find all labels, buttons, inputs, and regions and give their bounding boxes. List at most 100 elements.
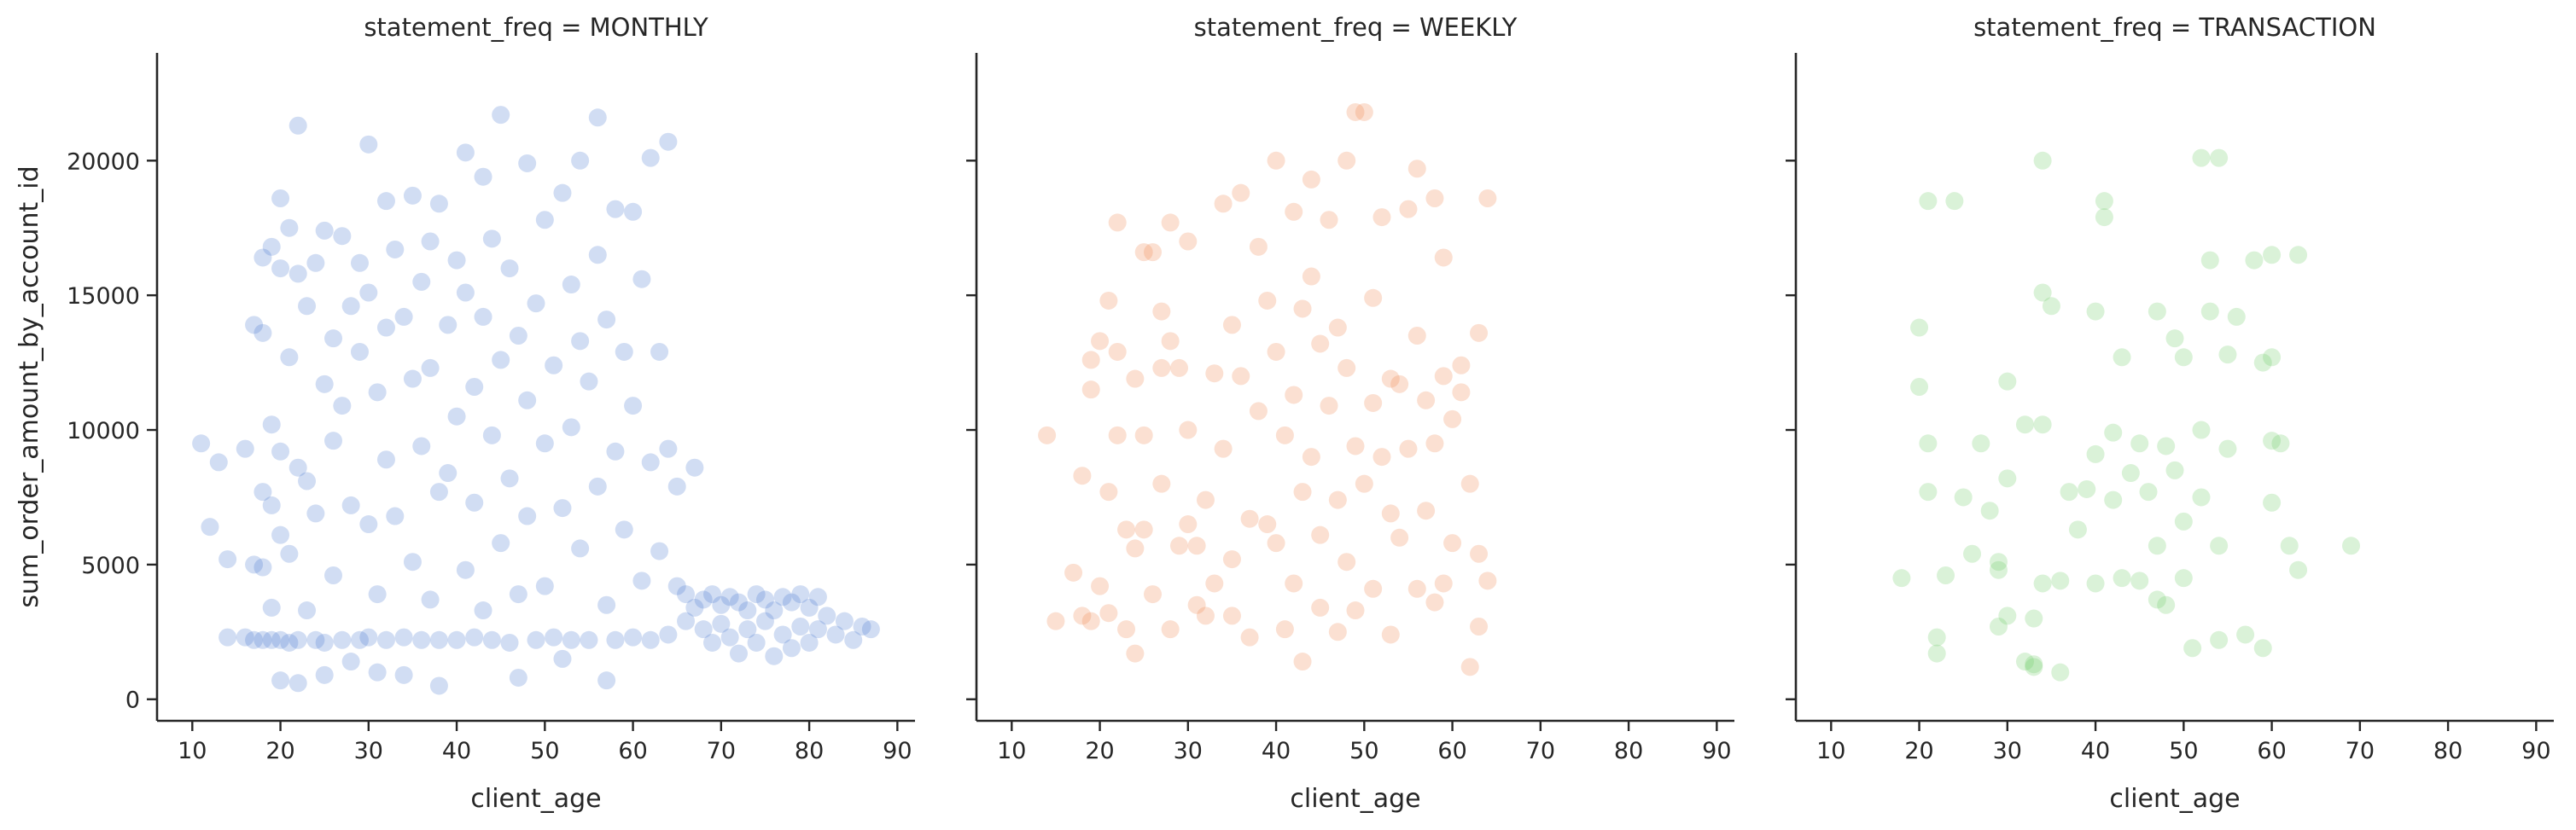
data-point bbox=[1443, 409, 1462, 428]
data-point bbox=[1972, 434, 1990, 453]
data-point bbox=[1285, 574, 1303, 593]
data-point bbox=[394, 307, 413, 326]
data-point bbox=[1338, 151, 1356, 170]
data-point bbox=[403, 553, 422, 572]
data-point bbox=[1460, 658, 1479, 676]
data-point bbox=[394, 665, 413, 684]
panel-transaction: statement_freq = TRANSACTION 10 20 30 40 50 6… bbox=[1786, 13, 2554, 814]
data-point bbox=[597, 671, 616, 690]
data-point bbox=[1346, 601, 1365, 620]
x-axis-label: client_age bbox=[470, 784, 601, 814]
data-point bbox=[1320, 211, 1338, 229]
data-point bbox=[685, 458, 704, 477]
data-point bbox=[659, 439, 678, 458]
data-point bbox=[192, 434, 211, 453]
data-point bbox=[667, 577, 686, 595]
data-point bbox=[747, 585, 766, 604]
data-point bbox=[368, 663, 387, 682]
data-point bbox=[421, 232, 440, 251]
data-point bbox=[1161, 213, 1180, 232]
data-point bbox=[509, 327, 527, 345]
data-point bbox=[1443, 534, 1462, 553]
data-point bbox=[1998, 607, 2017, 625]
data-point bbox=[1285, 386, 1303, 404]
data-point bbox=[1399, 200, 1418, 218]
data-point bbox=[1187, 537, 1206, 555]
data-point bbox=[298, 472, 317, 490]
y-axis: 0 5000 10000 15000 20000 bbox=[67, 53, 159, 721]
data-point bbox=[580, 630, 598, 649]
data-point bbox=[1117, 620, 1136, 639]
data-point bbox=[2033, 151, 2052, 170]
data-point bbox=[1081, 380, 1100, 399]
data-point bbox=[271, 630, 290, 649]
data-point bbox=[2148, 590, 2166, 609]
data-point bbox=[2015, 415, 2034, 434]
data-point bbox=[2086, 302, 2105, 321]
data-point bbox=[535, 211, 554, 229]
data-point bbox=[324, 432, 343, 450]
data-point bbox=[2165, 329, 2184, 348]
data-point bbox=[1919, 483, 1938, 502]
data-point bbox=[615, 520, 633, 539]
data-point bbox=[254, 248, 272, 267]
data-point bbox=[2236, 625, 2255, 644]
data-point bbox=[324, 566, 343, 585]
data-point bbox=[2210, 148, 2229, 167]
data-point bbox=[298, 601, 317, 620]
data-point bbox=[1417, 502, 1436, 520]
data-point bbox=[659, 625, 678, 644]
data-point bbox=[350, 630, 369, 649]
data-point bbox=[1293, 299, 1312, 318]
data-point bbox=[245, 316, 264, 334]
data-point bbox=[359, 135, 378, 154]
x-tick-label: 10 bbox=[997, 738, 1026, 764]
data-point bbox=[1452, 356, 1471, 374]
data-point bbox=[615, 342, 633, 361]
data-point bbox=[518, 507, 537, 525]
data-point bbox=[2060, 483, 2078, 502]
x-tick-label: 90 bbox=[883, 738, 912, 764]
data-point bbox=[1328, 623, 1347, 641]
data-point bbox=[412, 437, 431, 456]
panel-monthly: statement_freq = MONTHLY 0 5000 10000 15000… bbox=[67, 13, 915, 814]
data-point bbox=[1214, 439, 1233, 458]
x-tick-label: 50 bbox=[1349, 738, 1378, 764]
x-tick-label: 70 bbox=[707, 738, 736, 764]
data-point bbox=[1927, 644, 1946, 663]
data-point bbox=[1390, 528, 1409, 547]
data-point bbox=[1311, 525, 1330, 544]
data-point bbox=[703, 633, 722, 652]
data-point bbox=[341, 496, 360, 514]
data-point bbox=[1152, 358, 1171, 377]
data-point bbox=[465, 493, 484, 512]
data-point bbox=[2200, 251, 2219, 270]
data-point bbox=[1117, 520, 1136, 539]
y-tick-label: 5000 bbox=[81, 553, 140, 579]
data-point bbox=[1373, 448, 1391, 467]
data-point bbox=[2289, 246, 2308, 264]
data-point bbox=[324, 329, 343, 348]
data-point bbox=[439, 316, 458, 334]
data-point bbox=[1390, 374, 1409, 393]
data-point bbox=[553, 183, 572, 202]
data-point bbox=[650, 342, 669, 361]
x-tick-label: 80 bbox=[1614, 738, 1643, 764]
data-point bbox=[333, 397, 352, 415]
data-point bbox=[729, 593, 748, 612]
data-point bbox=[219, 628, 237, 647]
data-point bbox=[1293, 483, 1312, 502]
data-point bbox=[359, 283, 378, 302]
data-point bbox=[1381, 369, 1400, 388]
data-point bbox=[1258, 291, 1277, 310]
data-point bbox=[1338, 358, 1356, 377]
data-point bbox=[306, 630, 325, 649]
data-point bbox=[562, 276, 580, 294]
data-point bbox=[624, 202, 643, 221]
data-point bbox=[1399, 439, 1418, 458]
data-point bbox=[835, 612, 854, 630]
data-point bbox=[271, 525, 290, 544]
data-point bbox=[447, 407, 466, 426]
data-point bbox=[412, 272, 431, 291]
data-point bbox=[553, 499, 572, 518]
